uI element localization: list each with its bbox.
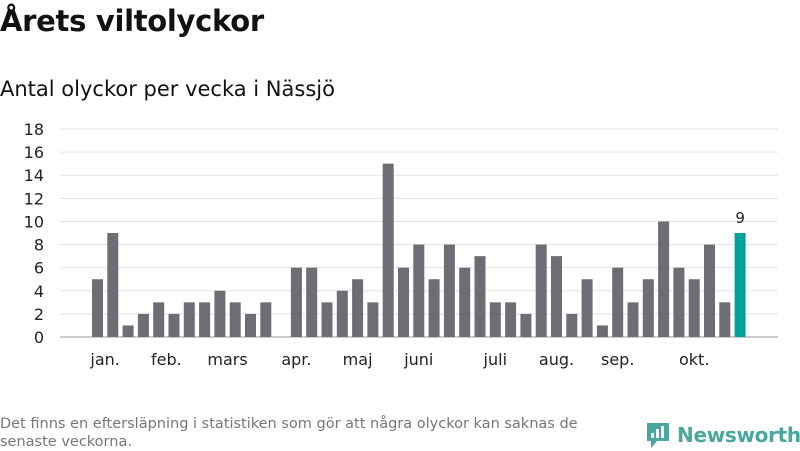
- x-tick-label: apr.: [281, 350, 311, 369]
- bar: [566, 313, 578, 337]
- bar: [245, 313, 256, 337]
- footnote: Det finns en eftersläpning i statistiken…: [0, 416, 578, 450]
- brand-logo[interactable]: Newsworthy: [645, 420, 800, 450]
- bar: [260, 302, 272, 337]
- y-tick-label: 2: [34, 305, 44, 324]
- bar: [367, 302, 379, 337]
- bar: [581, 279, 593, 337]
- bar-chart-logo-icon: [647, 423, 669, 448]
- bar: [92, 279, 103, 337]
- bar: [719, 302, 731, 337]
- x-tick-label: aug.: [539, 350, 574, 369]
- bar: [688, 279, 700, 337]
- x-tick-label: jan.: [89, 350, 119, 369]
- bar-highlight: [734, 233, 746, 337]
- y-tick-label: 6: [34, 259, 44, 278]
- y-tick-label: 10: [24, 212, 44, 231]
- data-label: 9: [735, 209, 745, 227]
- y-tick-label: 18: [24, 120, 44, 139]
- x-tick-label: sep.: [601, 350, 634, 369]
- bar: [551, 256, 562, 337]
- bar: [489, 302, 501, 337]
- bar: [673, 267, 685, 337]
- bar: [520, 313, 532, 337]
- bar: [229, 302, 241, 337]
- chart-subtitle: Antal olyckor per vecka i Nässjö: [0, 77, 335, 101]
- bar: [459, 267, 471, 337]
- bar: [658, 221, 670, 337]
- brand-name: Newsworthy: [677, 423, 800, 447]
- y-axis-ticks: 0 2 4 6 8 10 12 14 16 18: [24, 120, 44, 347]
- bar: [612, 267, 624, 337]
- bar: [398, 267, 409, 337]
- x-tick-label: juli: [483, 350, 507, 369]
- bar: [474, 256, 486, 337]
- bar: [107, 233, 119, 337]
- y-tick-label: 4: [34, 282, 44, 301]
- bar: [336, 290, 348, 337]
- bar: [352, 279, 364, 337]
- bar: [214, 290, 226, 337]
- bar: [413, 244, 425, 337]
- y-tick-label: 14: [24, 166, 44, 185]
- bar: [306, 267, 318, 337]
- y-tick-label: 16: [24, 143, 44, 162]
- bar: [596, 325, 608, 337]
- bar: [627, 302, 639, 337]
- bar: [168, 313, 180, 337]
- bar-chart: 0 2 4 6 8 10 12 14 16 18 9 jan. feb. mars apr. maj jun…: [24, 120, 778, 369]
- x-tick-label: juni: [403, 350, 433, 369]
- bar: [443, 244, 455, 337]
- data-labels: 9: [735, 209, 745, 227]
- bar: [290, 267, 302, 337]
- bar: [535, 244, 547, 337]
- x-tick-label: okt.: [679, 350, 709, 369]
- bar: [199, 302, 211, 337]
- y-tick-label: 8: [34, 236, 44, 255]
- bar: [382, 163, 394, 337]
- x-tick-label: maj: [343, 350, 373, 369]
- bar: [704, 244, 715, 337]
- bar: [505, 302, 517, 337]
- bar: [137, 313, 149, 337]
- bar: [153, 302, 165, 337]
- x-tick-label: mars: [207, 350, 247, 369]
- bar: [428, 279, 440, 337]
- bar: [642, 279, 654, 337]
- y-tick-label: 12: [24, 189, 44, 208]
- bars: [92, 163, 746, 337]
- bar: [183, 302, 195, 337]
- x-axis-ticks: jan. feb. mars apr. maj juni juli aug. sep. okt.: [89, 350, 709, 369]
- bar: [122, 325, 134, 337]
- y-tick-label: 0: [34, 328, 44, 347]
- chart-title: Årets viltolyckor: [0, 4, 264, 38]
- bar: [321, 302, 333, 337]
- x-tick-label: feb.: [151, 350, 182, 369]
